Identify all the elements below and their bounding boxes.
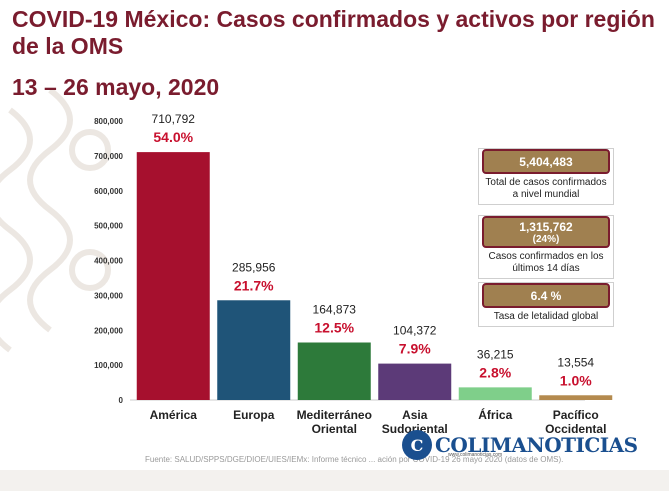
percent-label: 2.8%	[479, 364, 511, 380]
category-label: Asia	[402, 408, 428, 422]
percent-label: 21.7%	[234, 277, 274, 293]
percent-label: 1.0%	[560, 372, 592, 388]
bar	[458, 387, 532, 400]
percent-label: 7.9%	[399, 341, 431, 357]
value-label: 285,956	[232, 260, 276, 274]
percent-label: 54.0%	[153, 129, 193, 145]
stat-value: 1,315,762	[519, 219, 573, 234]
logo-mark: C	[402, 430, 432, 460]
value-label: 13,554	[557, 355, 594, 369]
bar	[297, 342, 371, 400]
category-label: Pacífico	[553, 408, 599, 422]
regional-cases-bar-chart: 0 100,000 200,000 300,000 400,000 500,000 600,…	[94, 112, 613, 436]
y-tick-label: 800,000	[94, 117, 123, 126]
logo-name: COLIMANOTICIAS	[435, 433, 638, 457]
category-label: Sudoriental	[382, 422, 448, 436]
y-tick-label: 400,000	[94, 257, 123, 266]
decorative-pattern	[0, 90, 111, 353]
y-tick-label: 100,000	[94, 361, 123, 370]
stat-value-pill: 6.4 %	[482, 283, 610, 308]
category-label: Europa	[233, 408, 275, 422]
stat-label: Tasa de letalidad global	[493, 311, 599, 322]
percent-label: 12.5%	[314, 320, 354, 336]
stat-label: Total de casos confirmados a nivel mundi…	[485, 177, 607, 200]
stat-fatality-rate: 6.4 % Tasa de letalidad global	[478, 282, 614, 327]
stat-value-pill: 1,315,762 (24%)	[482, 216, 610, 248]
logo-tagline: www.colimanoticias.com	[448, 452, 503, 458]
bar	[539, 395, 613, 400]
y-tick-label: 700,000	[94, 152, 123, 161]
value-label: 164,873	[313, 303, 357, 317]
source-note: Fuente: SALUD/SPPS/DGE/DIOE/UIES/IEMx: I…	[145, 455, 564, 464]
stat-value-pill: 5,404,483	[482, 149, 610, 174]
stat-recent-cases: 1,315,762 (24%) Casos confirmados en los…	[478, 215, 614, 279]
y-tick-label: 200,000	[94, 326, 123, 335]
category-label: África	[478, 407, 512, 422]
category-label: Occidental	[545, 422, 606, 436]
stat-label: Casos confirmados en los últimos 14 días	[488, 251, 604, 274]
stat-value: 5,404,483	[519, 154, 573, 169]
y-tick-label: 600,000	[94, 187, 123, 196]
bottom-band	[0, 470, 669, 491]
y-tick-label: 500,000	[94, 222, 123, 231]
brand-logo: C COLIMANOTICIAS	[402, 430, 638, 460]
date-range: 13 – 26 mayo, 2020	[12, 74, 220, 100]
bar	[378, 363, 452, 400]
value-label: 36,215	[477, 347, 514, 361]
category-label: América	[150, 408, 198, 422]
page-title: COVID-19 México: Casos confirmados y act…	[12, 6, 655, 59]
bar	[136, 152, 210, 400]
stat-sub: (24%)	[532, 233, 560, 245]
y-tick-label: 300,000	[94, 291, 123, 300]
category-label: Mediterráneo	[297, 408, 372, 422]
bar	[217, 300, 291, 400]
y-tick-label: 0	[119, 396, 124, 405]
category-label: Oriental	[312, 422, 357, 436]
value-label: 710,792	[152, 112, 196, 126]
stat-total-cases: 5,404,483 Total de casos confirmados a n…	[478, 148, 614, 205]
value-label: 104,372	[393, 324, 437, 338]
stat-value: 6.4 %	[530, 288, 562, 303]
